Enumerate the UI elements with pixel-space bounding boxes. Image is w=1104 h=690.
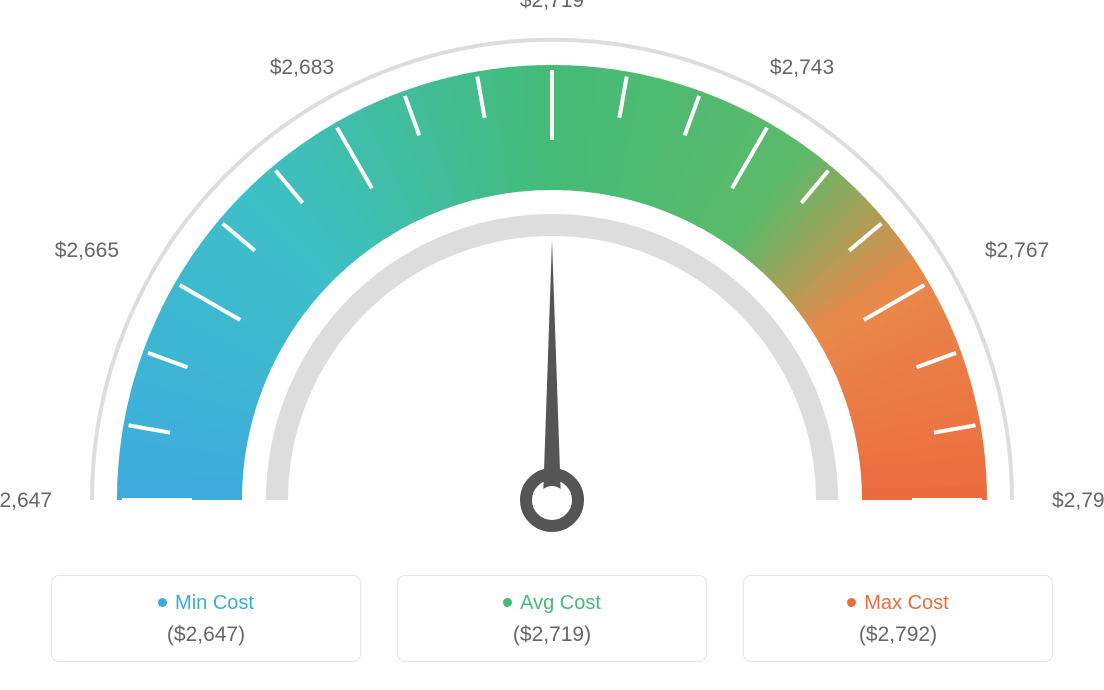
tick-label: $2,665: [55, 239, 119, 262]
tick-label: $2,767: [985, 239, 1049, 262]
legend-title-max: Max Cost: [754, 592, 1042, 615]
tick-label: $2,743: [770, 56, 834, 79]
gauge-chart: $2,647 $2,665 $2,683 $2,719 $2,743 $2,767 $2,7…: [0, 0, 1104, 550]
dot-icon: [503, 598, 512, 607]
gauge-svg: $2,647 $2,665 $2,683 $2,719 $2,743 $2,767 $2,7…: [0, 0, 1104, 560]
legend-card-max: Max Cost ($2,792): [743, 575, 1053, 662]
legend-row: Min Cost ($2,647) Avg Cost ($2,719) Max …: [0, 575, 1104, 662]
legend-label: Min Cost: [175, 592, 254, 614]
tick-label: $2,647: [0, 489, 52, 512]
needle: [543, 240, 561, 500]
needle-hub-center: [538, 486, 566, 514]
tick-label: $2,683: [270, 56, 334, 79]
legend-value-avg: ($2,719): [408, 623, 696, 647]
legend-card-min: Min Cost ($2,647): [51, 575, 361, 662]
dot-icon: [158, 598, 167, 607]
legend-value-min: ($2,647): [62, 623, 350, 647]
legend-label: Max Cost: [864, 592, 948, 614]
legend-title-avg: Avg Cost: [408, 592, 696, 615]
tick-label: $2,792: [1052, 489, 1104, 512]
legend-value-max: ($2,792): [754, 623, 1042, 647]
dot-icon: [847, 598, 856, 607]
legend-title-min: Min Cost: [62, 592, 350, 615]
legend-label: Avg Cost: [520, 592, 601, 614]
tick-label: $2,719: [520, 0, 584, 12]
legend-card-avg: Avg Cost ($2,719): [397, 575, 707, 662]
